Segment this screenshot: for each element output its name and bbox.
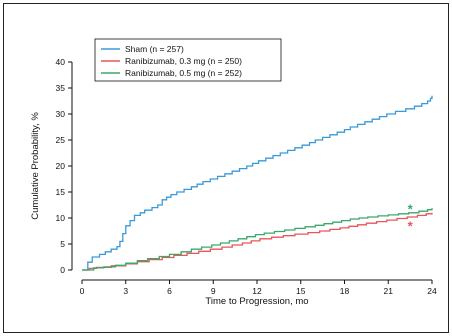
legend-label-3: Ranibizumab, 0.5 mg (n = 252): [125, 68, 242, 78]
series-line-3: [82, 208, 433, 271]
series-line-2: [82, 212, 433, 271]
y-tick-label: 0: [60, 265, 65, 275]
y-tick-label: 20: [56, 161, 66, 171]
x-tick-label: 15: [296, 286, 306, 296]
x-axis-label: Time to Progression, mo: [205, 296, 308, 307]
legend-label-1: Sham (n = 257): [125, 44, 184, 54]
x-tick-label: 6: [167, 286, 172, 296]
series-layer: [82, 95, 433, 271]
x-tick-label: 3: [123, 286, 128, 296]
x-tick-label: 0: [80, 286, 85, 296]
y-tick-label: 15: [56, 187, 66, 197]
y-tick-label: 40: [56, 57, 66, 67]
y-tick-label: 5: [60, 239, 65, 249]
x-tick-label: 21: [384, 286, 394, 296]
x-tick-label: 9: [211, 286, 216, 296]
legend-box: [94, 38, 282, 82]
y-tick-label: 10: [56, 213, 66, 223]
x-tick-label: 24: [427, 286, 437, 296]
x-tick-label: 18: [340, 286, 350, 296]
figure-frame: [3, 3, 449, 333]
x-tick-label: 12: [252, 286, 262, 296]
legend: Sham (n = 257) Ranibizumab, 0.3 mg (n = 2…: [94, 38, 282, 82]
y-axis-label: Cumulative Probability, %: [30, 112, 41, 220]
legend-label-2: Ranibizumab, 0.3 mg (n = 250): [125, 56, 242, 66]
significance-marker: *: [408, 218, 414, 233]
axes: 0 3 6 9 12 15 18 21 24 0 5 10 15 20 25 30 35 40: [56, 57, 437, 296]
y-tick-label: 30: [56, 109, 66, 119]
significance-marker: *: [408, 202, 414, 217]
y-tick-label: 35: [56, 83, 66, 93]
y-tick-label: 25: [56, 135, 66, 145]
series-line-1: [82, 95, 433, 271]
marker-layer: **: [408, 202, 414, 234]
